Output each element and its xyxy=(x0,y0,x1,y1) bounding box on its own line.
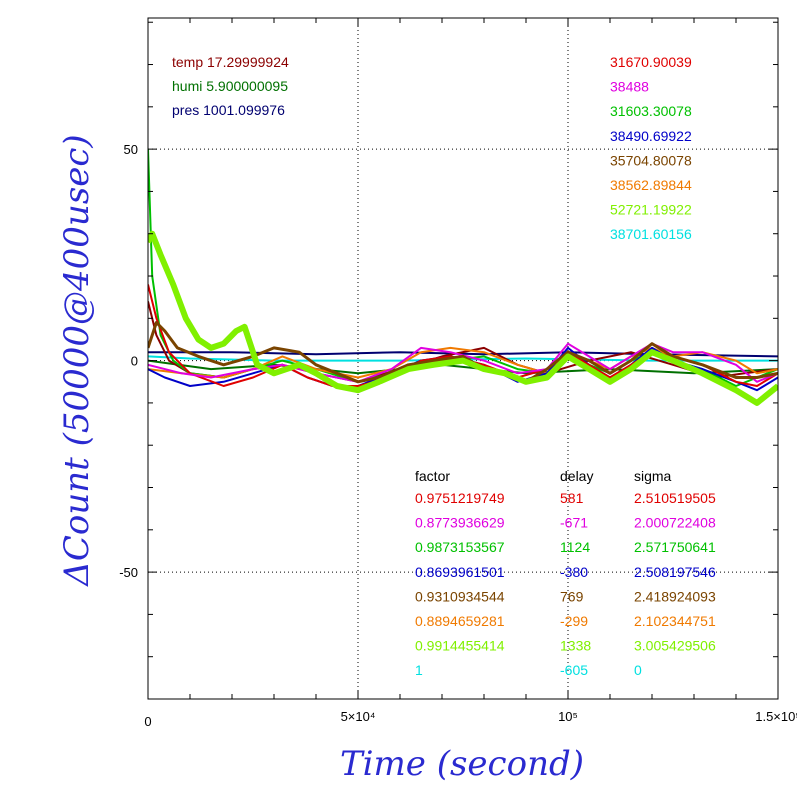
environment-label: temp 17.29999924 xyxy=(172,54,289,70)
environment-label: humi 5.900000095 xyxy=(172,78,288,94)
table-cell-delay: 769 xyxy=(560,588,584,604)
table-cell-factor: 0.8773936629 xyxy=(415,515,505,531)
legend-value: 38488 xyxy=(610,79,649,95)
series-line-11 xyxy=(148,230,778,406)
legend-value: 52721.19922 xyxy=(610,202,692,218)
series-line-1 xyxy=(148,355,778,362)
table-cell-factor: 0.9914455414 xyxy=(415,638,505,654)
table-cell-sigma: 0 xyxy=(634,662,642,678)
x-tick-label: 10⁵ xyxy=(558,709,578,724)
axis-tick-labels: 0 5×10⁴ 10⁵ 1.5×10⁵ 50 0 -50 xyxy=(119,142,797,729)
series-line-6 xyxy=(148,346,778,379)
table-header-factor: factor xyxy=(415,468,450,484)
table-cell-delay: 1124 xyxy=(560,539,590,555)
table-cell-delay: -380 xyxy=(560,564,588,580)
table-cell-factor: 0.8894659281 xyxy=(415,613,505,629)
x-tick-label: 5×10⁴ xyxy=(341,709,376,724)
table-cell-sigma: 3.005429506 xyxy=(634,638,716,654)
axis-ticks xyxy=(147,18,779,700)
table-cell-sigma: 2.418924093 xyxy=(634,588,716,604)
legend-value: 38701.60156 xyxy=(610,226,692,242)
x-axis-title: Time (second) xyxy=(340,744,584,784)
legend-value: 38562.89844 xyxy=(610,177,692,193)
table-cell-delay: 581 xyxy=(560,490,584,506)
series-lines xyxy=(148,149,778,406)
y-tick-label: 50 xyxy=(124,142,138,157)
table-cell-factor: 1 xyxy=(415,662,423,678)
table-cell-sigma: 2.571750641 xyxy=(634,539,716,555)
table-cell-factor: 0.8693961501 xyxy=(415,564,505,580)
table-cell-delay: -299 xyxy=(560,613,588,629)
table-cell-delay: -671 xyxy=(560,515,588,531)
y-tick-label: -50 xyxy=(119,565,138,580)
table-cell-sigma: 2.000722408 xyxy=(634,515,716,531)
series-line-10 xyxy=(148,321,778,384)
table-cell-factor: 0.9873153567 xyxy=(415,539,505,555)
table-cell-sigma: 2.508197546 xyxy=(634,564,716,580)
y-tick-label: 0 xyxy=(131,354,138,369)
table-header-sigma: sigma xyxy=(634,468,672,484)
table-cell-delay: -605 xyxy=(560,662,588,678)
table-cell-sigma: 2.102344751 xyxy=(634,613,716,629)
table-cell-factor: 0.9751219749 xyxy=(415,490,505,506)
table-cell-factor: 0.9310934544 xyxy=(415,588,505,604)
x-tick-label: 1.5×10⁵ xyxy=(755,709,797,724)
table-header-delay: delay xyxy=(560,468,593,484)
value-legend: 31670.90039 38488 31603.30078 38490.69922 35… xyxy=(610,54,692,242)
y-axis-title: ΔCount (50000@400usec) xyxy=(57,134,97,587)
legend-value: 38490.69922 xyxy=(610,128,692,144)
table-cell-sigma: 2.510519505 xyxy=(634,490,716,506)
legend-value: 31603.30078 xyxy=(610,103,692,119)
series-line-9 xyxy=(148,342,778,383)
legend-value: 31670.90039 xyxy=(610,54,692,70)
x-tick-label: 0 xyxy=(144,714,151,729)
environment-label: pres 1001.099976 xyxy=(172,102,285,118)
legend-value: 35704.80078 xyxy=(610,152,692,168)
fit-parameter-table: factor delay sigma 0.9751219749 581 2.5105195… xyxy=(415,468,716,678)
environment-legend: temp 17.29999924 humi 5.900000095 pres 100… xyxy=(172,54,289,118)
plot-frame xyxy=(147,17,779,700)
table-cell-delay: 1338 xyxy=(560,638,591,654)
